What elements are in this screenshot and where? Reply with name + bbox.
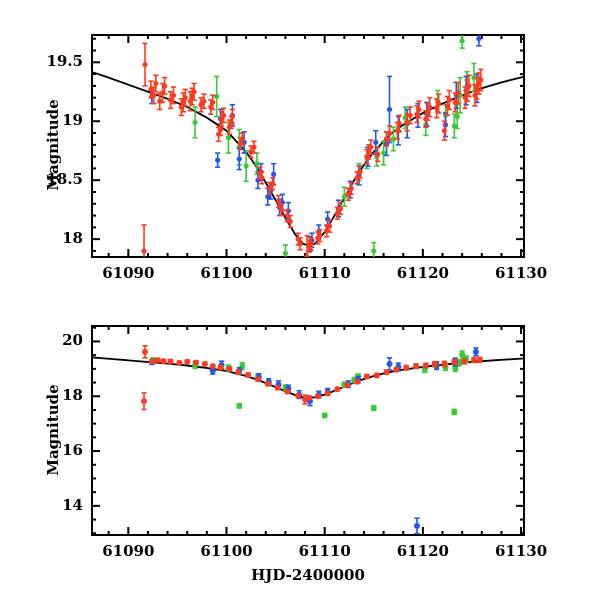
y-tick-label-top: 19.5 bbox=[46, 52, 83, 71]
y-axis-title-bottom: Magnitude bbox=[44, 383, 62, 476]
y-tick-label-top: 18.5 bbox=[46, 170, 83, 189]
y-tick-label-top: 19 bbox=[62, 111, 83, 130]
y-tick-label-bottom: 16 bbox=[62, 441, 83, 460]
y-tick-label-bottom: 20 bbox=[62, 331, 83, 350]
x-axis-title: HJD-2400000 bbox=[251, 566, 365, 584]
y-tick-label-bottom: 18 bbox=[62, 386, 83, 405]
y-tick-label-bottom: 14 bbox=[62, 495, 83, 514]
x-tick-label-bottom: 61130 bbox=[494, 542, 548, 560]
x-tick-label-bottom: 61100 bbox=[200, 542, 253, 560]
plot-frame-top bbox=[91, 34, 525, 258]
x-tick-label-top: 61110 bbox=[298, 264, 351, 282]
x-tick-label-top: 61120 bbox=[396, 264, 449, 282]
x-tick-label-bottom: 61090 bbox=[102, 542, 155, 560]
x-tick-label-top: 61130 bbox=[494, 264, 548, 282]
x-tick-label-top: 61090 bbox=[102, 264, 155, 282]
y-axis-title-top: Magnitude bbox=[44, 99, 62, 191]
y-tick-label-top: 18 bbox=[62, 229, 83, 248]
plot-frame-bottom bbox=[91, 325, 525, 536]
x-tick-label-top: 61100 bbox=[200, 264, 253, 282]
x-tick-label-bottom: 61120 bbox=[396, 542, 449, 560]
x-tick-label-bottom: 61110 bbox=[298, 542, 351, 560]
